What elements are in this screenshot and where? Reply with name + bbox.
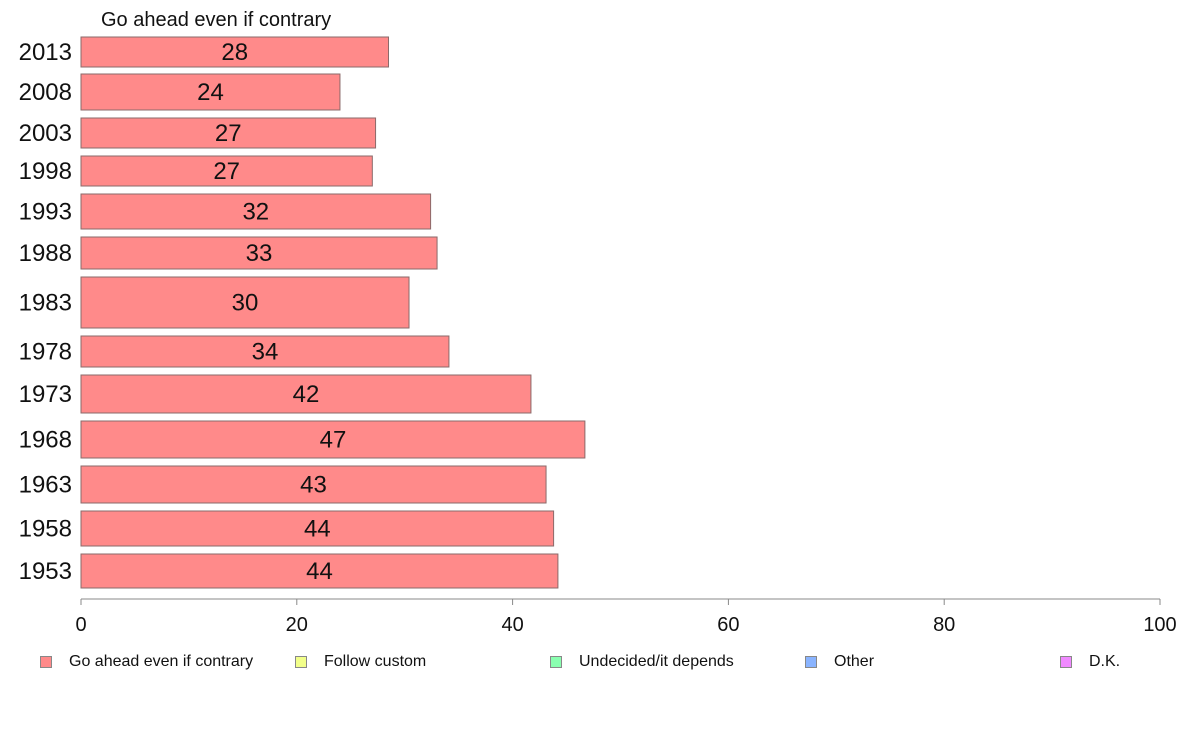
category-label-1968: 1968 — [19, 427, 72, 454]
x-tick-label-80: 80 — [933, 614, 955, 636]
legend-item-go-ahead: Go ahead even if contrary — [40, 653, 253, 671]
bar-group-1963: 43 1963 — [19, 465, 547, 504]
x-tick-label-20: 20 — [286, 614, 308, 636]
category-label-1963: 1963 — [19, 472, 72, 499]
bar-group-1968: 47 1968 — [19, 420, 586, 459]
x-axis: 0 20 40 60 80 100 — [75, 598, 1177, 636]
legend-item-dk: D.K. — [1060, 653, 1120, 671]
x-tick-label-100: 100 — [1143, 614, 1176, 636]
bar-group-2013: 28 2013 — [19, 36, 390, 68]
bar-2008 — [80, 73, 341, 111]
data-label-1973: 42 — [293, 381, 320, 408]
bar-group-1998: 27 1998 — [19, 155, 373, 187]
legend-label: Follow custom — [324, 653, 427, 670]
bar-2003 — [80, 117, 377, 149]
data-label-2008: 24 — [197, 79, 224, 106]
legend-swatch-dk — [1060, 656, 1072, 668]
bar-group-1953: 44 1953 — [19, 553, 559, 589]
data-label-1983: 30 — [232, 290, 259, 317]
legend-item-other: Other — [805, 653, 874, 671]
bar-1963 — [80, 465, 547, 504]
category-label-1983: 1983 — [19, 290, 72, 317]
data-label-1988: 33 — [246, 240, 273, 267]
category-label-1953: 1953 — [19, 558, 72, 585]
legend-label: Go ahead even if contrary — [69, 653, 254, 670]
data-label-1968: 47 — [320, 427, 347, 454]
bar-group-1958: 44 1958 — [19, 510, 555, 547]
bar-group-2008: 24 2008 — [19, 73, 341, 111]
bar-1953 — [80, 553, 559, 589]
legend-label: Other — [834, 653, 875, 670]
chart-title: Go ahead even if contrary — [101, 9, 331, 31]
data-label-2013: 28 — [221, 39, 248, 66]
bar-2013 — [80, 36, 390, 68]
legend: Go ahead even if contrary Follow custom … — [40, 653, 1160, 675]
bar-1993 — [80, 193, 432, 230]
category-label-2008: 2008 — [19, 79, 72, 106]
legend-item-follow-custom: Follow custom — [295, 653, 426, 671]
legend-swatch-undecided — [550, 656, 562, 668]
bar-group-1983: 30 1983 — [19, 276, 410, 329]
bar-group-1993: 32 1993 — [19, 193, 432, 230]
category-label-1978: 1978 — [19, 339, 72, 366]
legend-swatch-follow-custom — [295, 656, 307, 668]
bar-group-1988: 33 1988 — [19, 236, 438, 270]
data-label-1978: 34 — [252, 339, 279, 366]
category-label-2003: 2003 — [19, 120, 72, 147]
x-tick-label-60: 60 — [717, 614, 739, 636]
legend-label: D.K. — [1089, 653, 1121, 670]
bar-1978 — [80, 335, 450, 368]
bar-1983 — [80, 276, 410, 329]
bar-1968 — [80, 420, 586, 459]
data-label-2003: 27 — [215, 120, 242, 147]
data-label-1963: 43 — [300, 472, 327, 499]
bars-layer: 28 2013 24 2008 27 2003 27 1998 32 1993 33 1988 30 19… — [19, 36, 586, 589]
legend-swatch-go-ahead — [40, 656, 52, 668]
category-label-2013: 2013 — [19, 39, 72, 66]
data-label-1953: 44 — [306, 558, 333, 585]
category-label-1958: 1958 — [19, 516, 72, 543]
x-tick-label-0: 0 — [75, 614, 86, 636]
bar-group-2003: 27 2003 — [19, 117, 377, 149]
legend-swatch-other — [805, 656, 817, 668]
legend-label: Undecided/it depends — [579, 653, 734, 670]
category-label-1993: 1993 — [19, 199, 72, 226]
category-label-1998: 1998 — [19, 158, 72, 185]
data-label-1998: 27 — [213, 158, 240, 185]
data-label-1958: 44 — [304, 516, 331, 543]
bar-1998 — [80, 155, 373, 187]
category-label-1988: 1988 — [19, 240, 72, 267]
bar-group-1978: 34 1978 — [19, 335, 450, 368]
legend-item-undecided: Undecided/it depends — [550, 653, 734, 671]
data-label-1993: 32 — [242, 199, 269, 226]
category-label-1973: 1973 — [19, 381, 72, 408]
bar-group-1973: 42 1973 — [19, 374, 532, 414]
bar-1973 — [80, 374, 532, 414]
x-tick-label-40: 40 — [501, 614, 523, 636]
bar-1988 — [80, 236, 438, 270]
bar-1958 — [80, 510, 555, 547]
